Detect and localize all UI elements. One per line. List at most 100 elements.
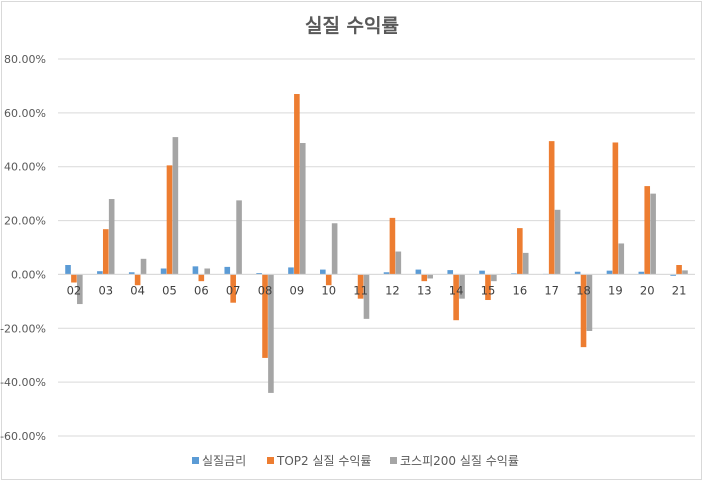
x-tick-label: 16 xyxy=(513,283,528,297)
x-tick-label: 04 xyxy=(130,283,145,297)
legend: 실질금리 TOP2 실질 수익률 코스피200 실질 수익률 xyxy=(192,454,519,468)
bar xyxy=(459,274,465,299)
bar xyxy=(102,229,109,275)
legend-label: TOP2 실질 수익률 xyxy=(276,454,371,468)
bar xyxy=(427,274,433,279)
x-tick-label: 17 xyxy=(544,283,559,297)
bar xyxy=(160,268,167,275)
x-tick-label: 11 xyxy=(353,283,368,297)
y-tick-label: 60.00% xyxy=(4,107,46,120)
bar xyxy=(140,258,147,275)
bar xyxy=(574,271,581,275)
y-tick-label: 20.00% xyxy=(4,215,46,228)
bar xyxy=(586,274,593,331)
x-tick-label: 08 xyxy=(258,283,273,297)
bar xyxy=(580,274,587,348)
bar xyxy=(262,274,268,358)
bar xyxy=(554,209,561,275)
y-tick-label: 40.00% xyxy=(4,161,46,174)
bar xyxy=(230,274,236,303)
bar xyxy=(395,251,402,275)
bar xyxy=(325,274,332,286)
y-axis-ticks: 80.00% 60.00% 40.00% 20.00% 0.00% -20.00% -40.… xyxy=(0,53,46,443)
x-tick-label: 06 xyxy=(194,283,209,297)
bar xyxy=(644,186,651,275)
bar xyxy=(650,193,656,275)
x-tick-label: 14 xyxy=(449,283,464,297)
bar xyxy=(192,266,199,275)
bar xyxy=(517,228,523,275)
bar xyxy=(236,200,242,275)
bar xyxy=(485,274,491,301)
bar xyxy=(299,143,306,275)
legend-swatch xyxy=(192,457,199,464)
bar xyxy=(65,265,71,275)
x-tick-label: 09 xyxy=(290,283,305,297)
bar xyxy=(224,266,231,275)
x-tick-label: 05 xyxy=(162,283,177,297)
gridlines xyxy=(58,58,695,437)
bar xyxy=(682,270,688,275)
bar xyxy=(172,137,179,275)
y-tick-label: -60.00% xyxy=(0,430,46,443)
bar xyxy=(522,252,529,275)
bar xyxy=(491,274,497,282)
x-tick-label: 21 xyxy=(672,283,687,297)
x-tick-label: 03 xyxy=(98,283,113,297)
bar xyxy=(77,274,83,305)
bar xyxy=(453,274,459,321)
bar xyxy=(548,141,555,275)
bar xyxy=(638,271,645,275)
bar xyxy=(331,223,338,275)
bar xyxy=(670,274,676,276)
x-tick-label: 20 xyxy=(640,283,655,297)
bar xyxy=(676,265,682,275)
x-tick-label: 10 xyxy=(321,283,336,297)
bar xyxy=(421,274,428,282)
x-tick-label: 15 xyxy=(481,283,496,297)
bar xyxy=(108,199,115,275)
legend-label: 코스피200 실질 수익률 xyxy=(400,454,519,468)
bar xyxy=(204,268,211,275)
bar xyxy=(198,274,205,282)
bar xyxy=(618,243,625,275)
bar xyxy=(134,274,141,286)
bar xyxy=(447,270,454,275)
bar xyxy=(71,274,77,283)
bar xyxy=(268,274,274,393)
bar xyxy=(357,274,364,299)
bar xyxy=(606,270,613,275)
bar xyxy=(294,94,300,275)
bar xyxy=(383,272,390,275)
bars xyxy=(65,94,688,393)
bar xyxy=(320,269,326,275)
bar xyxy=(166,165,173,275)
bar xyxy=(415,269,422,275)
legend-swatch xyxy=(390,457,397,464)
legend-swatch xyxy=(267,457,274,464)
bar xyxy=(128,272,135,275)
x-tick-label: 12 xyxy=(385,283,400,297)
y-tick-label: 0.00% xyxy=(11,268,46,281)
chart-title: 실질 수익률 xyxy=(305,15,399,37)
y-tick-label: -40.00% xyxy=(0,376,46,389)
bar xyxy=(97,271,103,275)
y-tick-label: 80.00% xyxy=(4,53,46,66)
x-tick-label: 02 xyxy=(67,283,82,297)
y-tick-label: -20.00% xyxy=(0,322,46,335)
bar xyxy=(389,217,396,275)
bar xyxy=(363,274,370,319)
x-tick-label: 19 xyxy=(608,283,623,297)
x-tick-label: 07 xyxy=(226,283,241,297)
x-tick-label: 13 xyxy=(417,283,432,297)
legend-label: 실질금리 xyxy=(202,454,246,468)
bar xyxy=(479,270,485,275)
bar xyxy=(256,273,262,275)
x-tick-label: 18 xyxy=(576,283,591,297)
bar xyxy=(511,273,517,275)
x-axis-ticks: 02 03 04 05 06 07 08 09 10 11 12 13 14 15 16 17 18 19 20 21 xyxy=(67,283,687,297)
bar xyxy=(612,142,619,275)
bar xyxy=(288,267,294,275)
